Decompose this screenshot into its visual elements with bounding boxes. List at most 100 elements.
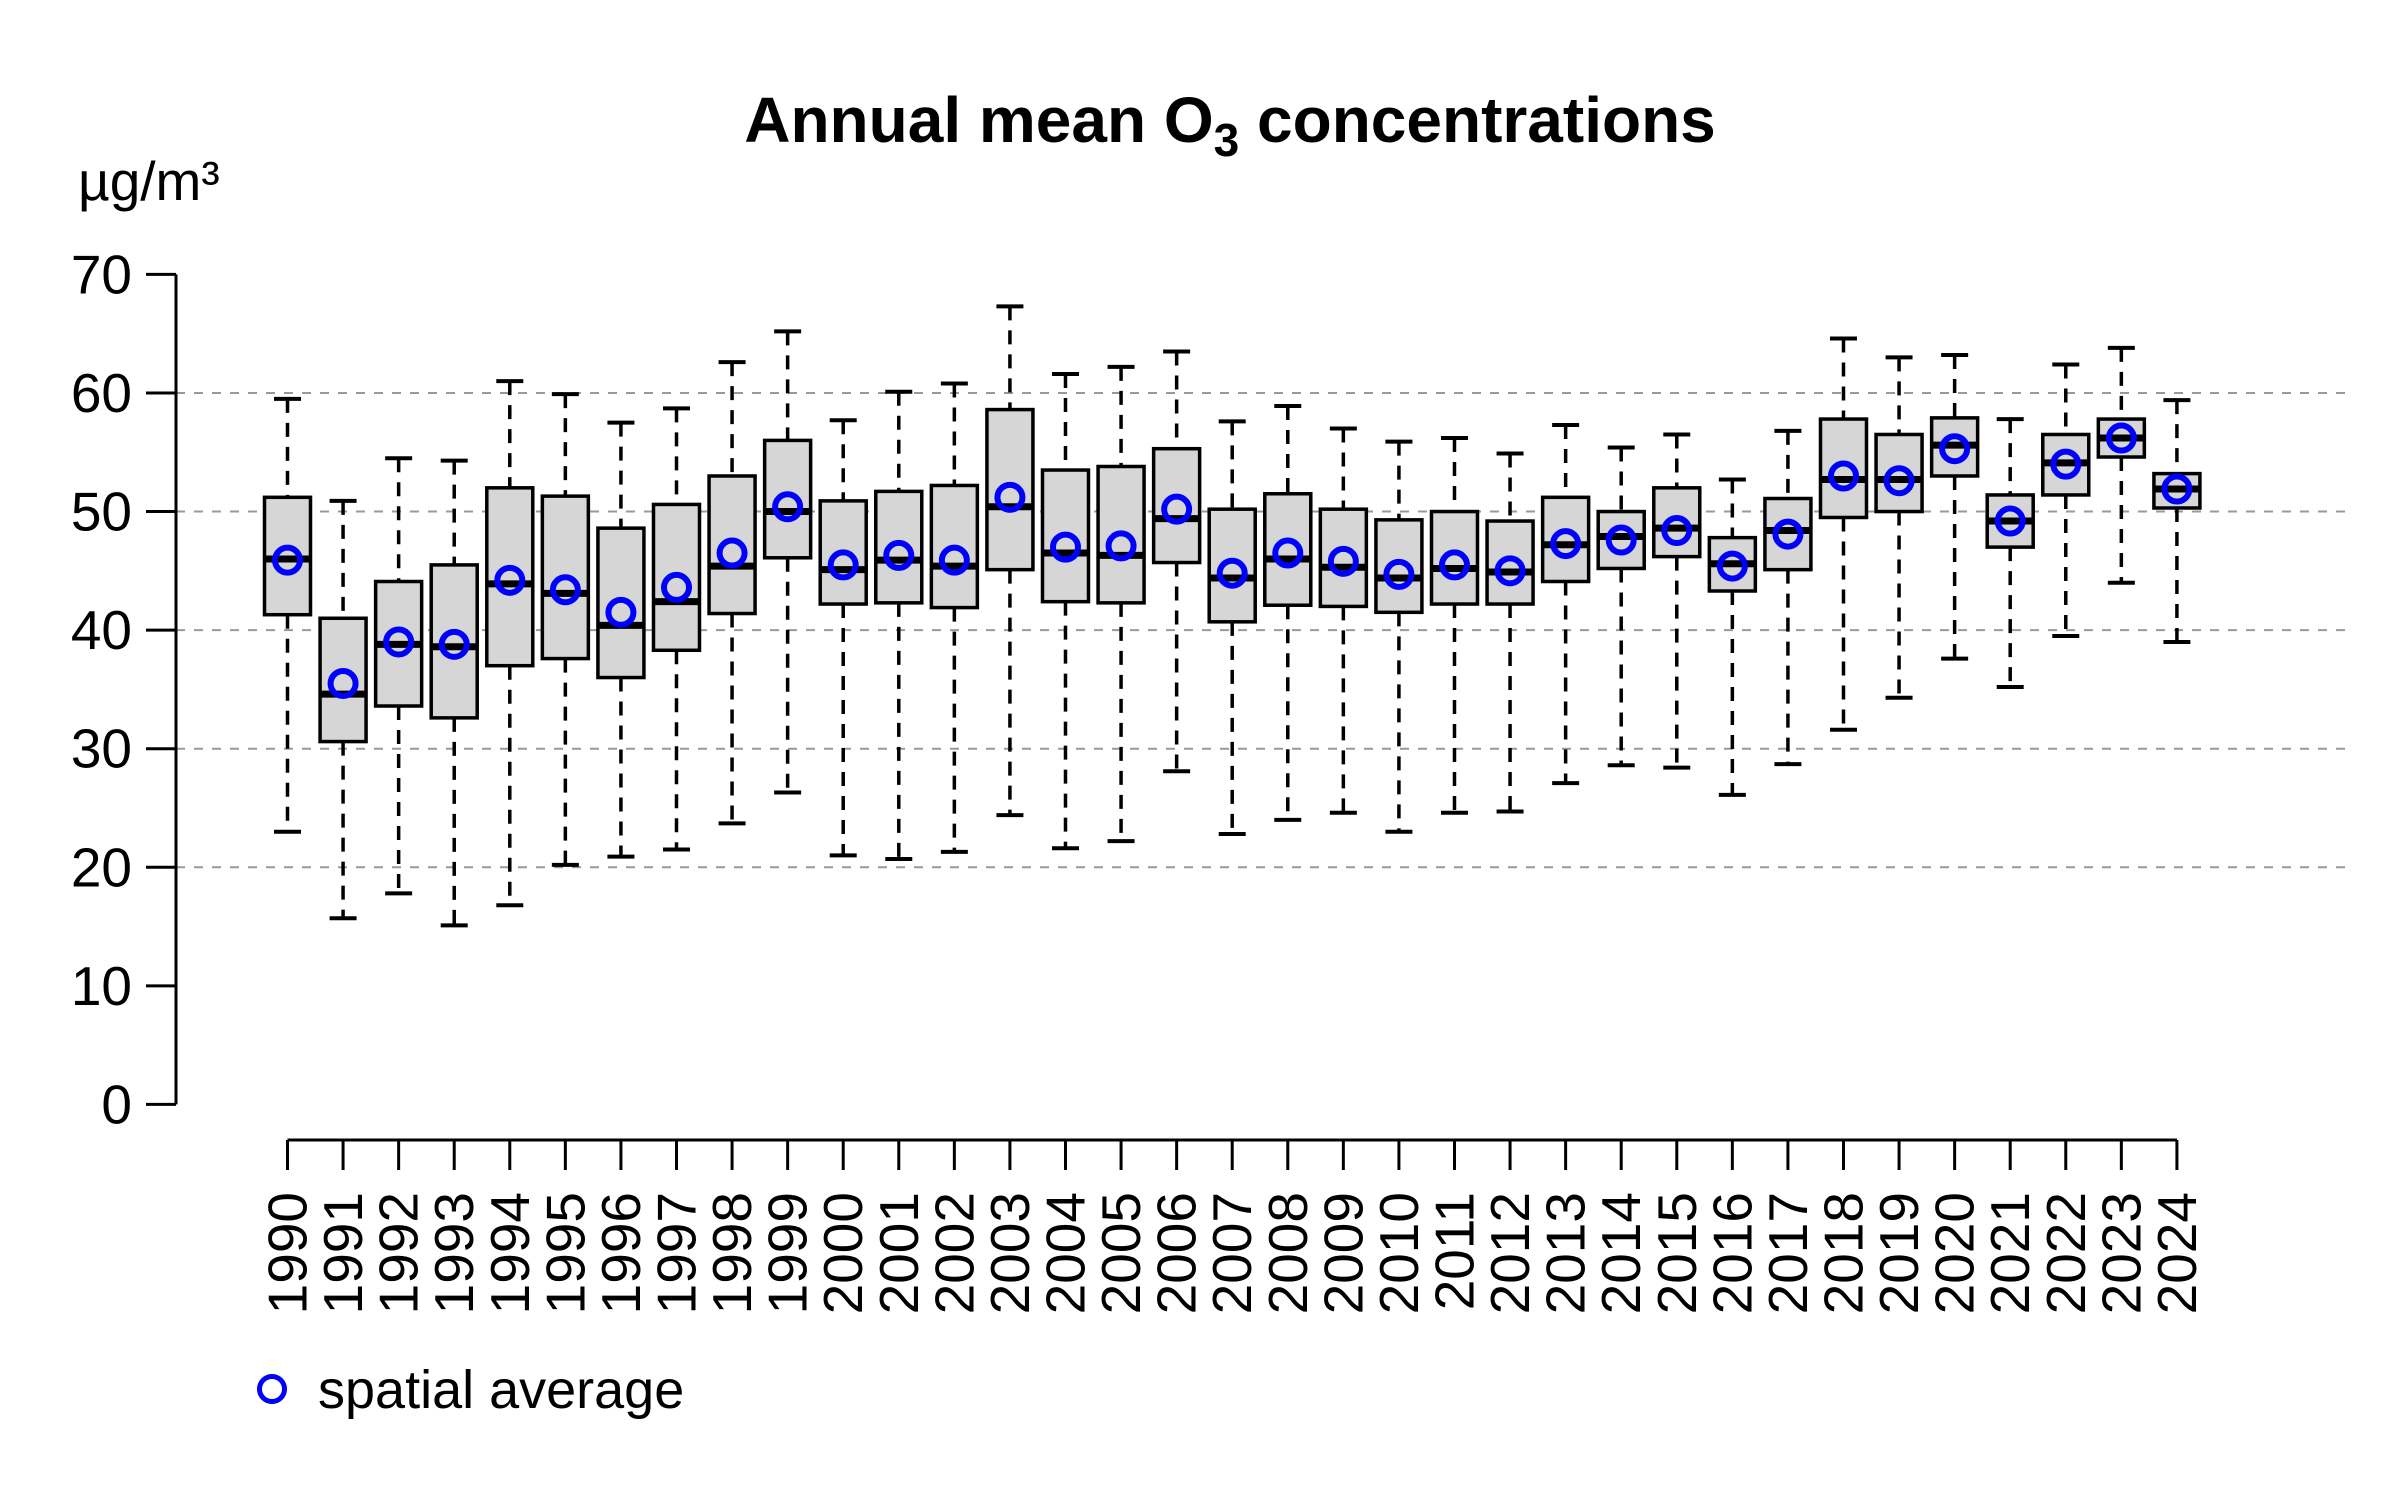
spatial-average-marker [1216, 557, 1248, 589]
x-axis-tick-label: 2013 [1535, 1192, 1597, 1314]
boxplot-1995 [540, 392, 591, 867]
x-axis-tick-label: 2008 [1257, 1192, 1319, 1314]
boxplot-2012 [1485, 451, 1535, 814]
boxplot-2017 [1763, 428, 1813, 767]
x-axis-tick-label: 2019 [1868, 1192, 1930, 1314]
x-axis-tick-label: 2007 [1201, 1192, 1263, 1314]
iqr-box [318, 616, 368, 744]
x-axis-tick-label: 2024 [2146, 1192, 2208, 1314]
boxplot-2024 [2152, 398, 2202, 644]
spatial-average-marker [2050, 448, 2082, 480]
x-axis-tick-label: 1993 [423, 1192, 485, 1314]
boxplot-2022 [2041, 362, 2091, 639]
iqr-box [762, 438, 813, 560]
boxplot-2013 [1540, 422, 1591, 786]
boxplot-1996 [596, 420, 646, 859]
spatial-average-marker [994, 481, 1026, 513]
iqr-box [1374, 518, 1424, 615]
spatial-average-marker [1716, 550, 1748, 582]
x-axis-tick-label: 2002 [923, 1192, 985, 1314]
iqr-box [707, 474, 757, 616]
spatial-average-marker [1661, 515, 1693, 547]
spatial-average-marker [1605, 524, 1637, 556]
boxplot-2002 [929, 381, 980, 854]
y-axis-tick-label: 10 [71, 955, 132, 1017]
iqr-box [874, 489, 924, 605]
spatial-average-marker [272, 544, 303, 576]
x-axis-tick-label: 2023 [2090, 1192, 2152, 1314]
spatial-average-marker [1827, 460, 1859, 492]
spatial-average-legend-icon [257, 1374, 287, 1404]
x-axis-tick-label: 2020 [1924, 1192, 1986, 1314]
iqr-box [1540, 495, 1591, 584]
iqr-box [429, 563, 479, 720]
iqr-box [1763, 496, 1813, 572]
x-axis-tick-label: 1999 [757, 1192, 819, 1314]
x-axis-tick-label: 1995 [534, 1192, 596, 1314]
boxplot-1991 [318, 498, 368, 921]
spatial-average-marker [1772, 518, 1804, 550]
iqr-box [1818, 417, 1869, 520]
spatial-average-marker [1994, 505, 2026, 537]
iqr-box [651, 502, 702, 653]
iqr-box [1429, 509, 1480, 606]
y-axis-tick-label: 30 [71, 718, 132, 780]
iqr-box [1874, 432, 1924, 514]
spatial-average-marker [772, 491, 804, 523]
boxplot-2006 [1151, 349, 1202, 774]
spatial-average-marker [2161, 473, 2193, 505]
spatial-average-marker [1550, 528, 1582, 560]
iqr-box [540, 494, 591, 661]
chart-title-text-end: concentrations [1239, 84, 1716, 156]
boxplot-1990 [262, 396, 313, 834]
box-series [262, 304, 2202, 928]
legend-label: spatial average [318, 1360, 684, 1420]
x-axis-tick-label: 2011 [1423, 1192, 1485, 1310]
spatial-average-marker [716, 537, 748, 569]
y-axis-tick-label: 50 [71, 481, 132, 543]
spatial-average-marker [1272, 537, 1304, 569]
boxplot-2007 [1207, 419, 1257, 837]
boxplot-2021 [1985, 417, 2035, 690]
spatial-average-marker [494, 564, 526, 596]
boxplot-2016 [1707, 477, 1758, 797]
x-axis-tick-label: 2000 [812, 1192, 874, 1314]
iqr-box [1485, 519, 1535, 606]
iqr-box [1151, 446, 1202, 565]
x-axis-tick-label: 2017 [1757, 1192, 1819, 1314]
spatial-average-marker [1161, 493, 1193, 525]
boxplot-2023 [2096, 345, 2147, 585]
x-axis-tick-label: 2009 [1312, 1192, 1374, 1314]
x-axis-tick-label: 1997 [645, 1192, 707, 1314]
x-axis-tick-label: 1998 [701, 1192, 763, 1314]
boxplot-1997 [651, 406, 702, 852]
x-axis-tick-label: 2021 [1979, 1192, 2041, 1314]
x-axis-tick-label: 2018 [1812, 1192, 1874, 1314]
boxplot-2008 [1263, 404, 1313, 822]
spatial-average-marker [1383, 558, 1415, 590]
y-axis-tick-label: 40 [71, 599, 132, 661]
spatial-average-marker [1494, 555, 1526, 587]
boxplot-1992 [373, 456, 424, 896]
spatial-average-marker [605, 596, 637, 628]
spatial-average-marker [383, 626, 415, 658]
y-axis-unit-label: µg/m³ [78, 150, 220, 212]
spatial-average-marker [1438, 549, 1470, 581]
iqr-box [985, 407, 1035, 572]
iqr-box [596, 526, 646, 680]
iqr-box [1207, 507, 1257, 624]
chart-title-text: Annual mean O [744, 84, 1213, 156]
spatial-average-marker [883, 539, 915, 571]
boxplot-2014 [1596, 445, 1646, 768]
boxplot-2015 [1652, 432, 1702, 770]
chart-title: Annual mean O3 concentrations [744, 84, 1716, 166]
x-axis-tick-label: 2016 [1701, 1192, 1763, 1314]
y-axis-tick-label: 20 [71, 836, 132, 898]
spatial-average-marker [938, 544, 970, 576]
y-axis-tick-label: 60 [71, 362, 132, 424]
x-axis-tick-label: 2022 [2035, 1192, 2097, 1314]
spatial-average-marker [438, 628, 470, 660]
x-axis-tick-label: 1994 [479, 1192, 541, 1314]
y-axis-tick-label: 0 [101, 1073, 132, 1135]
